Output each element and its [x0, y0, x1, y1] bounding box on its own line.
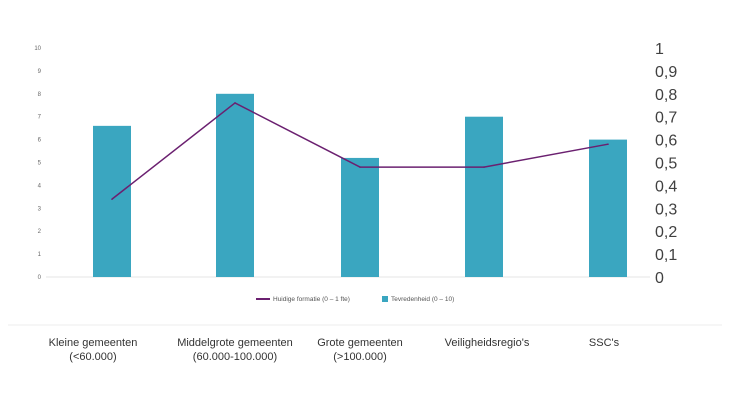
category-label-line: SSC's [588, 337, 620, 349]
y-right-tick-label: 0 [655, 270, 664, 287]
y-right-tick-label: 0,8 [655, 87, 677, 104]
bar [589, 139, 627, 277]
y-left-tick-label: 7 [38, 115, 42, 121]
y-right-tick-label: 0,7 [655, 110, 677, 127]
y-right-tick-label: 0,9 [655, 64, 677, 81]
legend-bar-label: Tevredenheid (0 – 10) [391, 296, 455, 303]
y-left-tick-label: 1 [38, 252, 42, 258]
category-label-middelgrote: Middelgrote gemeenten (60.000-100.000) [160, 336, 310, 364]
category-label-line: (60.000-100.000) [192, 351, 278, 363]
legend-line-swatch [256, 298, 270, 301]
y-right-tick-label: 0,1 [655, 247, 677, 264]
y-left-tick-label: 9 [38, 69, 42, 75]
category-label-line: Grote gemeenten [317, 337, 403, 349]
y-left-tick-label: 4 [38, 183, 42, 189]
legend: Huidige formatie (0 – 1 fte) Tevredenhei… [250, 293, 500, 307]
y-left-tick-label: 5 [38, 161, 42, 167]
bar [465, 116, 503, 277]
legend-bar-swatch [382, 296, 388, 303]
category-label-line: Middelgrote gemeenten [177, 337, 293, 349]
y-left-tick-label: 6 [38, 138, 42, 144]
category-label-grote: Grote gemeenten (>100.000) [285, 336, 435, 364]
category-label-veiligheidsregios: Veiligheidsregio's [412, 336, 562, 350]
category-label-sscs: SSC's [529, 336, 679, 350]
bar [341, 157, 379, 277]
category-label-line: Veiligheidsregio's [444, 337, 530, 349]
bar [216, 93, 254, 277]
line-point [607, 143, 609, 145]
category-label-line: Kleine gemeenten [48, 337, 138, 349]
y-right-tick-label: 0,6 [655, 133, 677, 150]
legend-line-label: Huidige formatie (0 – 1 fte) [273, 296, 350, 303]
category-label-line: (<60.000) [69, 351, 117, 363]
line-point [234, 102, 236, 104]
line-point [483, 166, 485, 168]
y-left-tick-label: 2 [38, 229, 42, 235]
y-left-tick-label: 8 [38, 92, 42, 98]
line-point [111, 198, 113, 200]
y-right-tick-label: 0,3 [655, 201, 677, 218]
line-point [359, 166, 361, 168]
category-label-line: (>100.000) [333, 351, 387, 363]
y-left-tick-label: 3 [38, 206, 42, 212]
y-right-tick-label: 0,4 [655, 178, 677, 195]
category-label-kleine: Kleine gemeenten (<60.000) [18, 336, 168, 364]
y-left-tick-label: 0 [38, 275, 42, 281]
legend-item-line: Huidige formatie (0 – 1 fte) [256, 293, 350, 307]
legend-item-bar: Tevredenheid (0 – 10) [382, 293, 454, 307]
y-right-tick-label: 0,2 [655, 224, 677, 241]
bar [93, 125, 131, 277]
y-left-tick-label: 10 [34, 46, 41, 52]
y-right-tick-label: 0,5 [655, 156, 677, 173]
y-right-tick-label: 1 [655, 41, 664, 58]
